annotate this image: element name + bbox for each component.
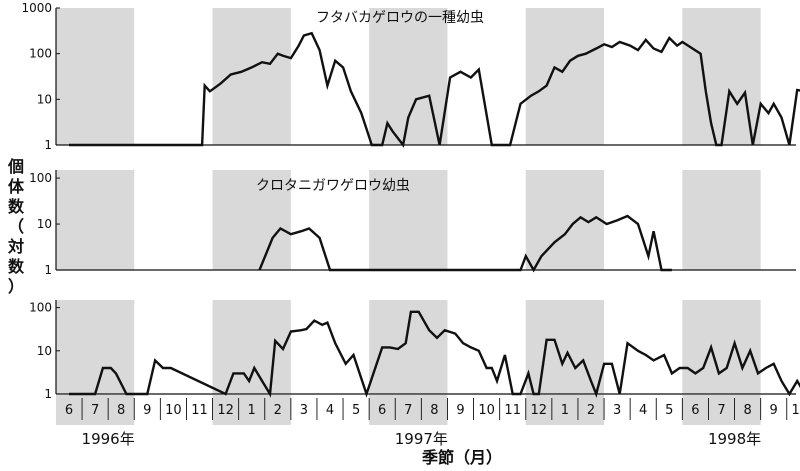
month-label: 10 (478, 403, 495, 418)
month-label: 8 (743, 403, 751, 418)
month-label: 2 (587, 403, 595, 418)
y-axis-title: 個体数（対数） (7, 157, 25, 296)
month-label: 4 (639, 403, 647, 418)
y-tick-label: 1 (44, 387, 52, 401)
month-label: 3 (613, 403, 621, 418)
season-band (682, 300, 761, 394)
y-title-char: ） (8, 277, 24, 296)
y-tick-label: 10 (37, 217, 52, 231)
year-label: 1998年 (708, 430, 761, 448)
month-label: 1 (248, 403, 256, 418)
month-label: 7 (404, 403, 412, 418)
month-label: 10 (165, 403, 182, 418)
month-label: 2 (274, 403, 282, 418)
season-band (682, 8, 761, 145)
month-label: 6 (378, 403, 386, 418)
month-label: 3 (300, 403, 308, 418)
month-label: 6 (691, 403, 699, 418)
y-title-char: 個 (7, 157, 24, 176)
month-label: 1 (561, 403, 569, 418)
panel-3: 100 10 1 (29, 300, 800, 401)
season-band (682, 170, 761, 270)
season-band (55, 395, 135, 425)
y-tick-label: 1 (44, 138, 52, 152)
month-label: 11 (504, 403, 521, 418)
season-band (212, 170, 291, 270)
y-title-char: 数 (8, 257, 25, 276)
y-title-char: 数 (8, 197, 25, 216)
year-label: 1997年 (395, 430, 448, 448)
x-axis-title: 季節（月） (421, 448, 502, 467)
season-band (55, 300, 135, 394)
month-label: 12 (531, 403, 548, 418)
y-tick-label: 1000 (21, 1, 52, 15)
y-tick-label: 100 (29, 301, 52, 315)
season-band (369, 300, 448, 394)
season-band (55, 8, 135, 145)
year-label: 1996年 (82, 430, 135, 448)
series-line (69, 31, 800, 148)
month-label: 10 (792, 403, 800, 418)
y-tick-label: 100 (29, 171, 52, 185)
panel-2: 100 10 1 クロタニガワゲロウ幼虫 (29, 170, 796, 277)
season-band (525, 8, 605, 145)
season-band (369, 170, 448, 270)
season-shading (55, 8, 761, 425)
season-band (212, 8, 291, 145)
season-band (525, 395, 605, 425)
chart-panels: 1000100101フタバカゲロウの一種幼虫100101クロタニガワゲロウ幼虫1… (21, 1, 800, 401)
y-tick-label: 10 (37, 344, 52, 358)
x-axis: 6789101112123456789101112123456789101996… (65, 398, 800, 448)
y-tick-label: 100 (29, 47, 52, 61)
month-label: 4 (326, 403, 334, 418)
y-title-char: （ (8, 217, 24, 236)
month-label: 11 (191, 403, 208, 418)
month-label: 6 (65, 403, 73, 418)
month-label: 5 (665, 403, 673, 418)
season-band (55, 170, 135, 270)
panel-1: 1000 100 10 1 フタバカゲロウの一種幼虫 (21, 1, 800, 152)
month-label: 7 (717, 403, 725, 418)
month-label: 9 (456, 403, 464, 418)
series-line (258, 214, 672, 273)
panel-title: フタバカゲロウの一種幼虫 (316, 10, 484, 26)
month-label: 8 (430, 403, 438, 418)
month-label: 9 (770, 403, 778, 418)
season-band (212, 395, 291, 425)
season-band (525, 300, 605, 394)
y-tick-label: 1 (44, 263, 52, 277)
month-label: 5 (352, 403, 360, 418)
season-band (369, 395, 448, 425)
month-label: 9 (143, 403, 151, 418)
month-label: 7 (91, 403, 99, 418)
y-title-char: 対 (7, 237, 24, 256)
series-line (69, 310, 800, 398)
month-label: 8 (117, 403, 125, 418)
y-title-char: 体 (8, 177, 25, 196)
month-label: 12 (217, 403, 234, 418)
season-band (212, 300, 291, 394)
season-band (682, 395, 761, 425)
y-tick-label: 10 (37, 92, 52, 106)
panel-title: クロタニガワゲロウ幼虫 (256, 178, 410, 194)
